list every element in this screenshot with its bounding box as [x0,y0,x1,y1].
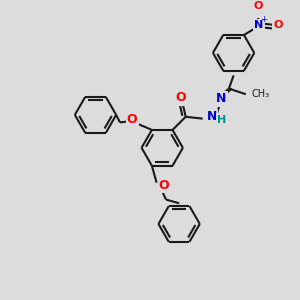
Text: H: H [217,115,226,124]
Text: N: N [254,20,264,30]
Text: N: N [207,110,217,123]
Text: O: O [253,1,263,11]
Text: O: O [127,113,137,126]
Text: O: O [176,92,186,104]
Text: N: N [216,92,226,105]
Text: +: + [260,14,267,23]
Text: ⁻: ⁻ [262,0,267,7]
Text: O: O [159,179,170,192]
Text: CH₃: CH₃ [251,89,270,99]
Text: O: O [273,20,283,30]
